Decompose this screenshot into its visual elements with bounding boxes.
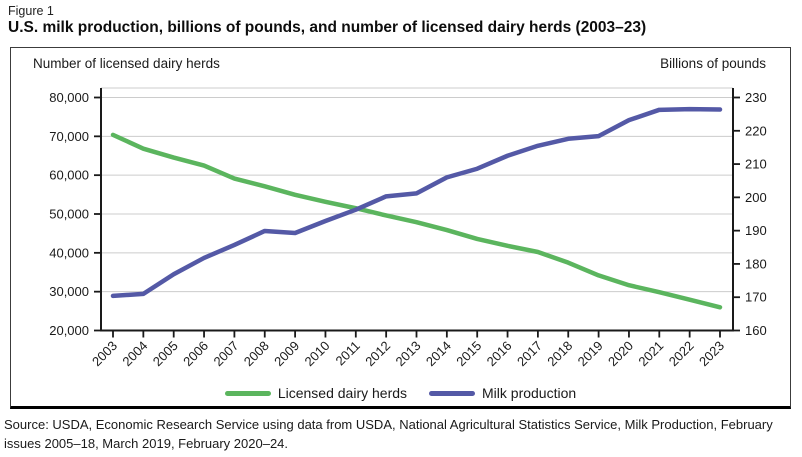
legend-label-milk: Milk production bbox=[482, 385, 577, 401]
year-label: 2008 bbox=[241, 338, 272, 369]
herds-line-swatch bbox=[224, 390, 271, 396]
right-tick-label: 220 bbox=[745, 123, 767, 138]
chart-canvas: 80,000 70,000 60,000 50,000 40,000 30,000 20,0… bbox=[49, 87, 767, 369]
tick-marks bbox=[94, 96, 740, 338]
figure-label: Figure 1 bbox=[8, 4, 54, 18]
year-label: 2004 bbox=[119, 338, 150, 369]
gridlines bbox=[101, 87, 733, 331]
left-tick-label: 80,000 bbox=[49, 90, 89, 105]
year-label: 2016 bbox=[484, 338, 515, 369]
source-note: Source: USDA, Economic Research Service … bbox=[4, 417, 773, 451]
right-tick-label: 200 bbox=[745, 190, 767, 205]
year-label: 2017 bbox=[514, 338, 545, 369]
left-tick-label: 30,000 bbox=[49, 284, 89, 299]
left-tick-label: 70,000 bbox=[49, 129, 89, 144]
year-label: 2007 bbox=[210, 338, 241, 369]
right-axis-title: Billions of pounds bbox=[660, 56, 766, 71]
year-label: 2011 bbox=[333, 338, 363, 368]
chart-frame: Number of licensed dairy herds Billions … bbox=[10, 47, 791, 409]
year-label: 2012 bbox=[362, 338, 393, 369]
year-label: 2021 bbox=[635, 338, 666, 369]
right-tick-label: 180 bbox=[745, 256, 767, 271]
series-line-herds bbox=[110, 132, 723, 310]
left-tick-label: 50,000 bbox=[49, 207, 89, 222]
year-label: 2023 bbox=[696, 338, 727, 369]
year-label: 2014 bbox=[423, 338, 454, 369]
right-tick-label: 230 bbox=[745, 90, 767, 105]
legend-item-herds: Licensed dairy herds bbox=[224, 385, 408, 401]
legend-label-herds: Licensed dairy herds bbox=[277, 385, 408, 401]
left-axis-title: Number of licensed dairy herds bbox=[33, 56, 220, 71]
year-label: 2019 bbox=[575, 338, 606, 369]
year-label: 2018 bbox=[544, 338, 575, 369]
right-tick-label: 170 bbox=[745, 290, 767, 305]
legend-item-milk: Milk production bbox=[429, 385, 576, 401]
year-label: 2010 bbox=[302, 338, 333, 369]
year-label: 2015 bbox=[453, 338, 484, 369]
year-label: 2022 bbox=[666, 338, 697, 369]
right-tick-label: 160 bbox=[745, 323, 767, 338]
left-tick-label: 40,000 bbox=[49, 245, 89, 260]
milk-line-swatch bbox=[429, 390, 476, 396]
tick-labels: 80,000 70,000 60,000 50,000 40,000 30,000 20,0… bbox=[49, 90, 766, 369]
year-label: 2009 bbox=[271, 338, 302, 369]
right-tick-label: 190 bbox=[745, 223, 767, 238]
year-label: 2003 bbox=[89, 338, 120, 369]
year-label: 2013 bbox=[393, 338, 424, 369]
left-tick-label: 60,000 bbox=[49, 168, 89, 183]
chart-title: U.S. milk production, billions of pounds… bbox=[8, 19, 647, 36]
axes bbox=[100, 88, 734, 332]
year-label: 2006 bbox=[180, 338, 211, 369]
year-label: 2020 bbox=[605, 338, 636, 369]
right-tick-label: 210 bbox=[745, 157, 767, 172]
left-tick-label: 20,000 bbox=[49, 323, 89, 338]
chart-legend: Licensed dairy herds Milk production bbox=[11, 385, 790, 401]
year-label: 2005 bbox=[150, 338, 181, 369]
series-line-milk bbox=[110, 106, 723, 299]
